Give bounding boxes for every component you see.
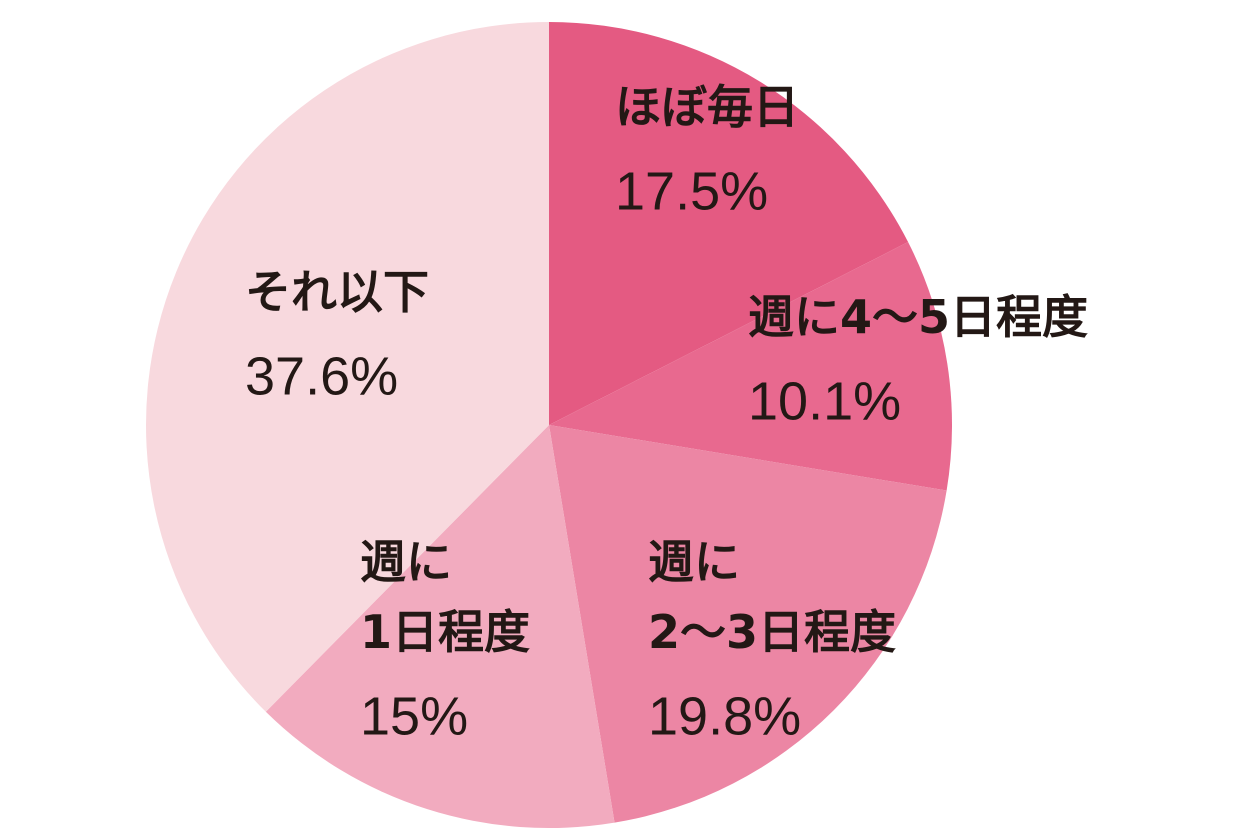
pie-slice: [549, 425, 947, 823]
value-label: 17.5%: [615, 161, 768, 221]
value-label: 37.6%: [245, 346, 398, 406]
value-label: 10.1%: [748, 371, 901, 431]
slice-label-line: 1日程度: [360, 605, 530, 659]
slice-label-line: ほぼ毎日: [615, 80, 799, 134]
slice-label: ほぼ毎日: [615, 80, 799, 134]
slice-label: それ以下: [245, 265, 429, 319]
slice-label-line: 2～3日程度: [648, 605, 896, 659]
pie-slice: [549, 242, 953, 491]
slice-label-line: 週に4～5日程度: [748, 290, 1088, 344]
slice-label: 週に4～5日程度: [748, 290, 1088, 344]
slice-label: 週に 1日程度: [360, 535, 530, 659]
value-label: 15%: [360, 686, 468, 746]
value-label: 19.8%: [648, 686, 801, 746]
slice-label-line: それ以下: [245, 265, 429, 319]
pie-slice: [549, 22, 909, 425]
pie-slice: [145, 22, 549, 712]
slice-label-line: 週に: [360, 535, 452, 589]
pie-slice: [265, 425, 615, 828]
slice-label-line: 週に: [648, 535, 740, 589]
slice-label: 週に 2～3日程度: [648, 535, 896, 659]
